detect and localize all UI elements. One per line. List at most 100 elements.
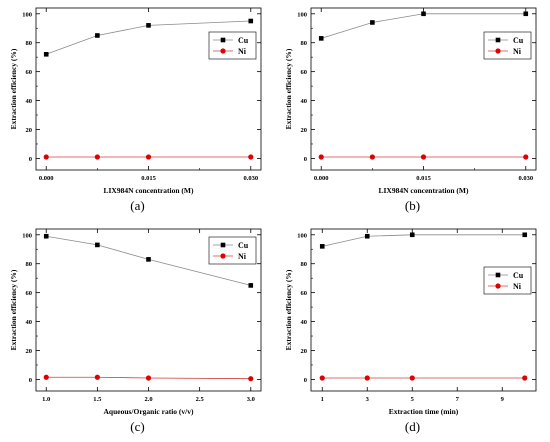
legend-label-cu: Cu	[513, 271, 524, 280]
y-axis-label: Extraction efficiency (%)	[284, 48, 293, 129]
y-tick-label: 100	[297, 232, 307, 239]
y-tick-label: 0	[29, 377, 32, 384]
data-point-cu	[146, 23, 151, 28]
data-point-ni	[522, 375, 528, 381]
y-tick-label: 60	[26, 290, 33, 297]
plot-frame	[310, 228, 537, 392]
y-tick-label: 20	[301, 127, 308, 134]
data-point-ni	[94, 374, 100, 380]
legend-marker-ni	[220, 48, 226, 54]
legend-marker-cu	[495, 272, 501, 278]
series-line-cu	[322, 234, 525, 247]
y-tick-label: 80	[301, 261, 308, 268]
legend-box	[483, 31, 532, 60]
y-tick-label: 20	[26, 127, 33, 134]
chart-b-caption: (b)	[404, 198, 421, 213]
x-tick-label: 1.0	[42, 396, 50, 403]
series-line-cu	[321, 13, 526, 39]
y-tick-label: 100	[22, 11, 32, 18]
data-point-cu	[523, 11, 529, 17]
legend-label-ni: Ni	[238, 252, 247, 261]
y-tick-label: 20	[26, 348, 33, 355]
series-line-cu	[46, 235, 251, 286]
series-line-cu	[46, 20, 251, 55]
data-point-ni	[145, 375, 152, 381]
legend-marker-ni	[220, 253, 226, 259]
data-point-ni	[369, 154, 375, 160]
y-tick-label: 100	[22, 232, 32, 239]
y-tick-label: 60	[301, 69, 308, 76]
data-point-cu	[146, 257, 151, 262]
legend-marker-ni	[495, 48, 501, 54]
x-tick-label: 7	[456, 396, 460, 403]
x-tick-label: 2.5	[196, 396, 205, 403]
data-point-cu	[370, 20, 375, 25]
data-point-cu	[409, 232, 415, 238]
x-axis-label: LIX984N concentration (M)	[104, 186, 194, 195]
legend-label-cu: Cu	[513, 36, 524, 45]
legend-label-ni: Ni	[513, 282, 522, 291]
legend-label-cu: Cu	[238, 241, 249, 250]
data-point-ni	[43, 374, 49, 380]
y-tick-label: 0	[304, 156, 307, 163]
legend-box	[483, 266, 532, 295]
x-tick-label: 0.000	[39, 175, 54, 182]
data-point-cu	[95, 33, 100, 38]
chart-a-caption: (a)	[130, 198, 145, 213]
data-point-ni	[364, 375, 370, 381]
x-tick-label: 2.0	[144, 396, 152, 403]
data-point-cu	[421, 11, 426, 17]
chart-panel-c: 0 20 40 60 80 100 1.0 1.5 2.0 2.5 3.0 Aqueous/Organ…	[0, 221, 275, 442]
chart-panel-b: 0 20 40 60 80 100 0.000 0.015 0.030 LIX984N conce…	[275, 0, 550, 221]
x-tick-label: 3	[366, 396, 370, 403]
data-point-ni	[248, 376, 254, 382]
series-line-ni	[46, 376, 251, 380]
data-point-cu	[318, 36, 324, 41]
x-tick-label: 1	[321, 396, 324, 403]
x-tick-label: 0.030	[518, 175, 533, 182]
y-tick-label: 60	[26, 69, 33, 76]
x-tick-label: 0.000	[314, 175, 329, 182]
x-tick-label: 1.5	[93, 396, 102, 403]
data-point-ni	[43, 154, 49, 160]
data-point-cu	[43, 51, 49, 57]
data-point-ni	[145, 154, 152, 160]
data-point-ni	[318, 154, 324, 160]
legend-label-cu: Cu	[238, 36, 249, 45]
legend-marker-ni	[495, 283, 501, 289]
x-tick-label: 9	[501, 396, 505, 403]
data-point-cu	[43, 233, 49, 239]
legend-box	[208, 31, 257, 60]
data-point-cu	[319, 244, 325, 249]
data-point-ni	[420, 154, 427, 160]
y-tick-label: 40	[26, 319, 33, 326]
y-axis-label: Extraction efficiency (%)	[284, 269, 293, 350]
x-tick-label: 3.0	[247, 396, 255, 403]
data-point-cu	[364, 233, 370, 239]
chart-panel-a: 0 20 40 60 80 100 0.000 0.015 0.030 LIX984N conce…	[0, 0, 275, 221]
y-axis-label: Extraction efficiency (%)	[9, 48, 18, 129]
x-axis-label: LIX984N concentration (M)	[379, 186, 469, 195]
x-axis-label: Aqueous/Organic ratio (v/v)	[104, 407, 194, 416]
y-tick-label: 80	[26, 261, 33, 268]
chart-d-caption: (d)	[404, 419, 421, 434]
data-point-ni	[523, 154, 529, 160]
y-tick-label: 40	[301, 98, 308, 105]
x-tick-label: 5	[411, 396, 415, 403]
data-point-cu	[248, 18, 254, 24]
legend-box	[208, 236, 257, 265]
y-tick-label: 100	[297, 11, 307, 18]
legend-label-ni: Ni	[513, 47, 522, 56]
data-point-ni	[409, 375, 415, 381]
y-tick-label: 40	[26, 98, 33, 105]
chart-c-caption: (c)	[130, 419, 145, 434]
x-tick-label: 0.015	[416, 175, 431, 182]
y-tick-label: 20	[301, 348, 308, 355]
legend-marker-cu	[495, 37, 501, 43]
data-point-cu	[248, 283, 254, 288]
x-tick-label: 0.030	[243, 175, 258, 182]
y-axis-label: Extraction efficiency (%)	[9, 269, 18, 350]
y-tick-label: 40	[301, 319, 308, 326]
data-point-cu	[522, 232, 528, 238]
legend-marker-cu	[220, 242, 226, 248]
